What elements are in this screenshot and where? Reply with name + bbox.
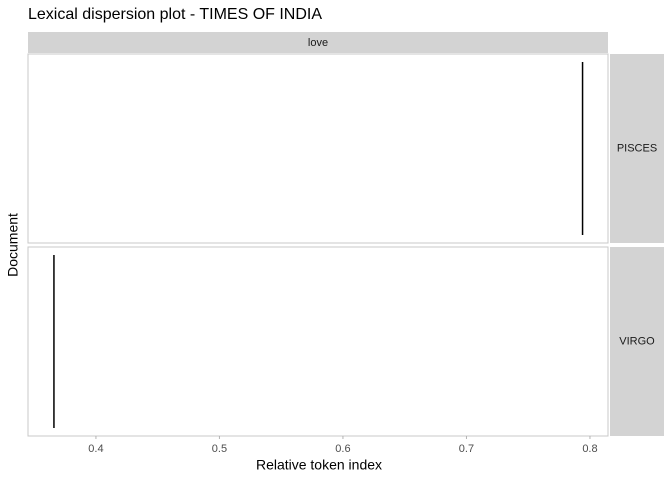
facet-label: VIRGO [619, 335, 655, 347]
facet-strip [610, 54, 664, 243]
facet-label: love [308, 37, 328, 49]
facet-label: PISCES [617, 142, 657, 154]
x-tick-label: 0.8 [582, 443, 597, 455]
x-tick-label: 0.4 [88, 443, 103, 455]
facet-strip [28, 32, 608, 53]
x-tick-label: 0.7 [459, 443, 474, 455]
y-axis-label: Document [5, 213, 21, 277]
panel [27, 53, 609, 244]
panel [27, 246, 609, 437]
chart-title: Lexical dispersion plot - TIMES OF INDIA [28, 6, 322, 23]
facet-strip [610, 247, 664, 436]
x-axis-label: Relative token index [256, 457, 382, 473]
x-tick-label: 0.6 [335, 443, 350, 455]
x-tick-label: 0.5 [212, 443, 227, 455]
